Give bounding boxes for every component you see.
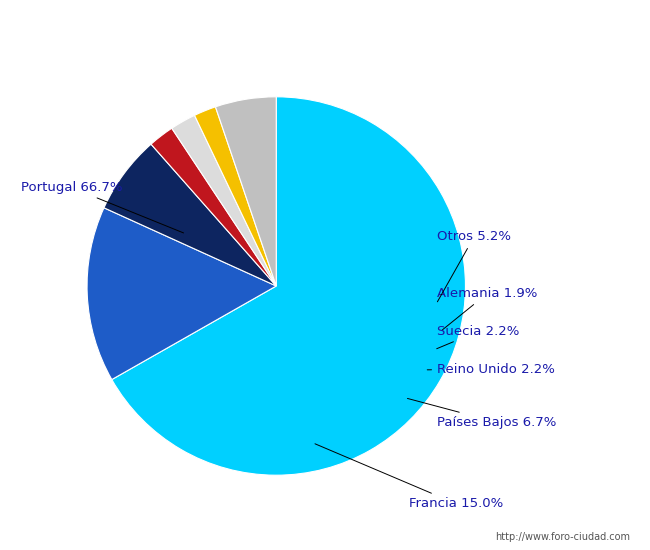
Wedge shape: [172, 116, 276, 286]
Wedge shape: [87, 208, 276, 380]
Text: http://www.foro-ciudad.com: http://www.foro-ciudad.com: [495, 532, 630, 542]
Wedge shape: [151, 128, 276, 286]
Wedge shape: [112, 97, 465, 475]
Text: Alemania 1.9%: Alemania 1.9%: [437, 287, 538, 330]
Text: Otros 5.2%: Otros 5.2%: [437, 230, 511, 302]
Wedge shape: [215, 97, 276, 286]
Text: Países Bajos 6.7%: Países Bajos 6.7%: [408, 398, 556, 428]
Text: Portugal 66.7%: Portugal 66.7%: [21, 181, 183, 233]
Text: Alburquerque - Turistas extranjeros según país - Octubre de 2024: Alburquerque - Turistas extranjeros segú…: [84, 18, 566, 34]
Wedge shape: [104, 144, 276, 286]
Text: Francia 15.0%: Francia 15.0%: [315, 444, 503, 510]
Wedge shape: [194, 107, 276, 286]
Text: Suecia 2.2%: Suecia 2.2%: [437, 325, 519, 349]
Text: Reino Unido 2.2%: Reino Unido 2.2%: [427, 363, 555, 376]
